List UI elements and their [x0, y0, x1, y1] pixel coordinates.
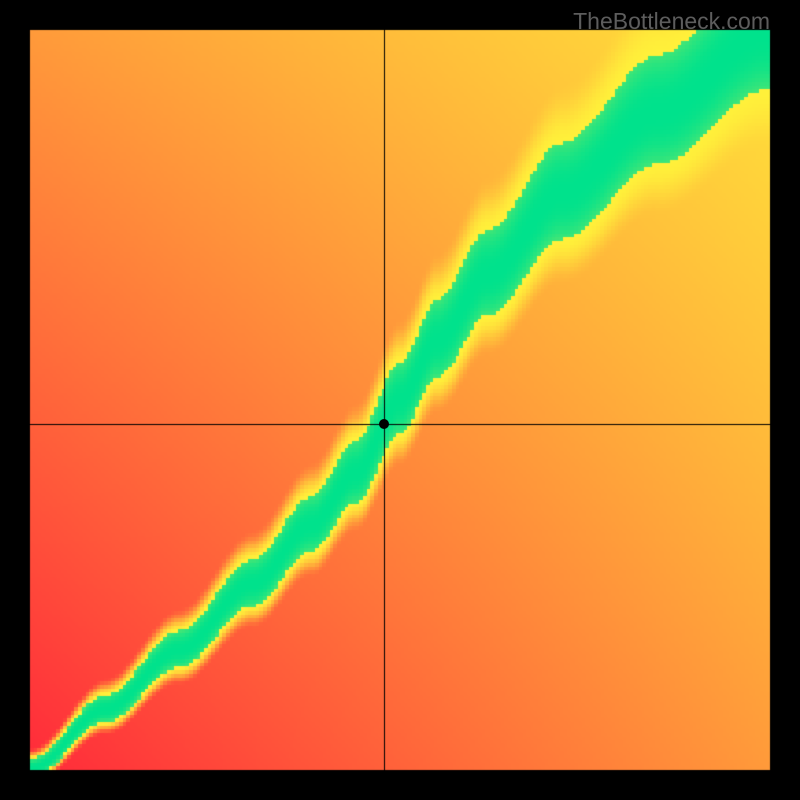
- bottleneck-heatmap: { "meta": { "watermark_text": "TheBottle…: [0, 0, 800, 800]
- watermark-text: TheBottleneck.com: [573, 8, 770, 35]
- crosshair-marker: [379, 419, 389, 429]
- heatmap-canvas: [0, 0, 800, 800]
